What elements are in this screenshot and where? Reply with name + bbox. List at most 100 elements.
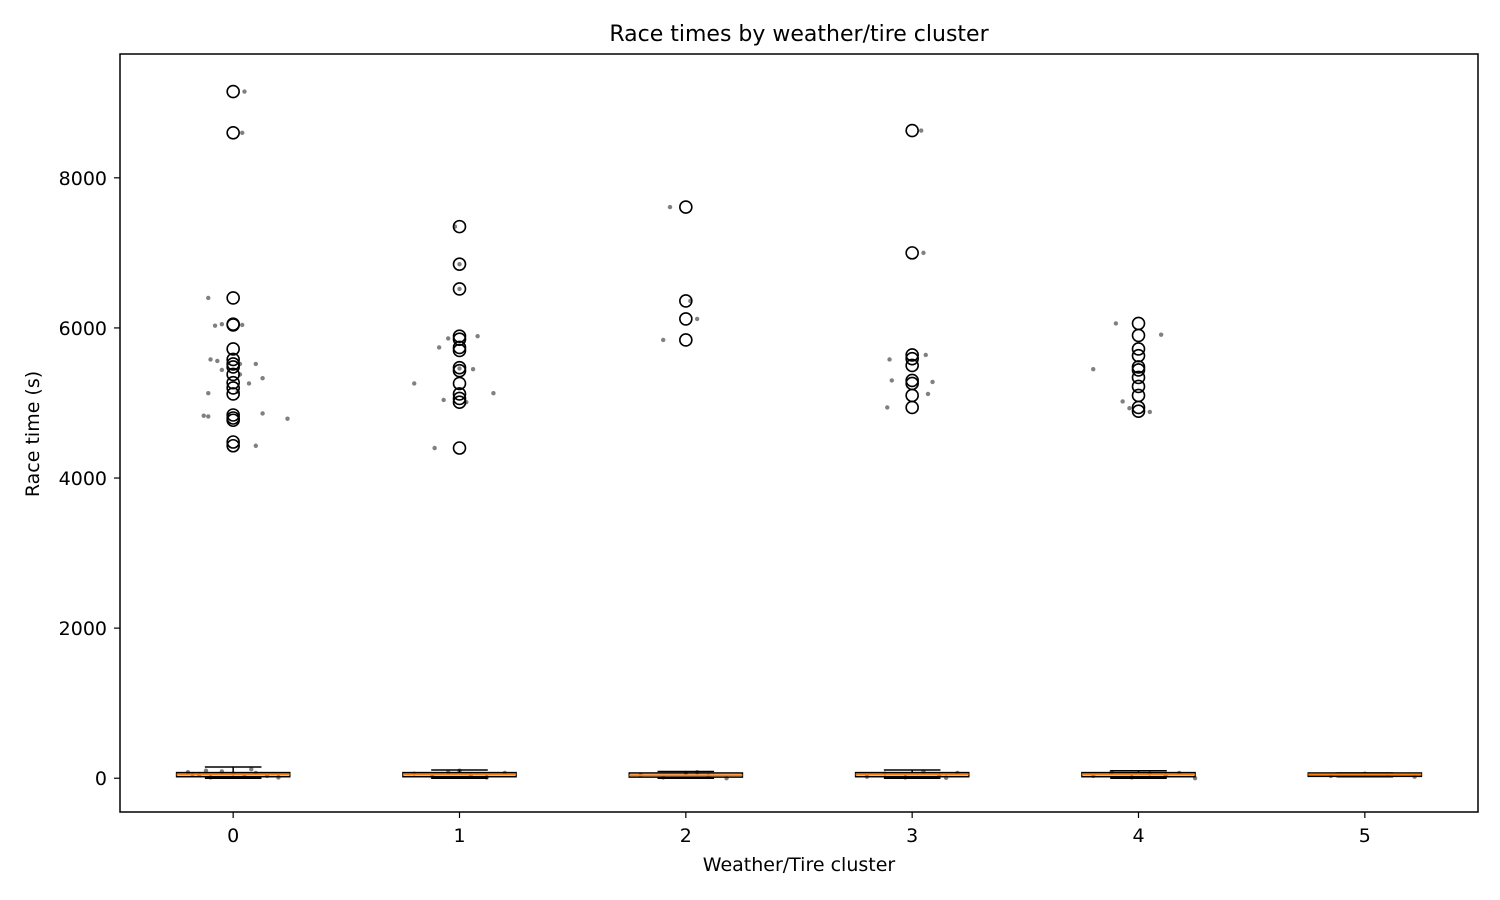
scatter-point (260, 376, 265, 381)
scatter-point (694, 770, 700, 775)
scatter-point (445, 336, 451, 341)
scatter-point (903, 775, 908, 780)
outlier-marker (1131, 404, 1146, 419)
scatter-point (249, 767, 254, 772)
outlier-marker (905, 348, 919, 362)
scatter-point (276, 775, 281, 780)
y-tick-label: 2000 (59, 618, 107, 640)
scatter-point (457, 366, 462, 371)
scatter-point (219, 367, 225, 373)
scatter-point (457, 286, 462, 292)
scatter-point (1127, 406, 1132, 411)
scatter-point (1129, 775, 1134, 780)
outlier-marker (226, 438, 240, 453)
outlier-marker (226, 387, 240, 401)
outlier-marker (679, 312, 693, 326)
outlier-marker (905, 358, 919, 373)
outlier-marker (226, 367, 240, 382)
scatter-point (921, 250, 926, 256)
outlier-marker (226, 352, 240, 367)
scatter-point (925, 391, 931, 397)
outlier-marker (1131, 328, 1146, 343)
scatter-point (885, 405, 890, 410)
scatter-point (475, 333, 480, 339)
scatter-point (1120, 399, 1125, 404)
y-tick-label: 4000 (59, 468, 107, 490)
scatter-point (1091, 367, 1096, 372)
outlier-marker (226, 318, 240, 332)
outlier-marker (226, 413, 240, 428)
x-tick-label: 1 (453, 825, 465, 847)
outlier-marker (452, 282, 467, 296)
scatter-point (432, 445, 437, 451)
x-tick-label: 0 (227, 825, 239, 847)
outlier-marker (452, 387, 467, 401)
scatter-point (203, 768, 209, 773)
outlier-marker (226, 84, 240, 99)
scatter-point (253, 443, 258, 448)
outlier-marker (679, 333, 693, 347)
outlier-marker (452, 343, 467, 358)
outlier-marker (679, 200, 693, 214)
scatter-point (470, 367, 476, 372)
scatter-point (436, 345, 442, 350)
scatter-point (240, 322, 245, 328)
scatter-point (694, 316, 700, 322)
y-tick-label: 0 (95, 768, 107, 790)
scatter-point (206, 414, 211, 419)
outlier-marker (452, 376, 467, 391)
outlier-marker (905, 351, 919, 366)
scatter-point (930, 379, 935, 385)
outlier-marker (1131, 342, 1146, 356)
scatter-point (219, 321, 225, 327)
scatter-point (208, 775, 213, 780)
scatter-point (484, 775, 489, 780)
scatter-point (1147, 409, 1153, 415)
scatter-point (491, 391, 496, 396)
scatter-point (887, 357, 892, 362)
outlier-marker (452, 257, 467, 271)
scatter-point (208, 357, 213, 362)
scatter-point (240, 130, 245, 136)
outlier-marker (452, 219, 467, 234)
outlier-marker (226, 360, 240, 374)
outlier-marker (226, 381, 240, 395)
outlier-marker (452, 441, 467, 455)
scatter-point (667, 204, 673, 210)
outlier-marker (226, 435, 240, 449)
chart-title: Race times by weather/tire cluster (609, 22, 989, 47)
scatter-point (242, 89, 247, 94)
outlier-marker (905, 123, 919, 138)
outlier-marker (1131, 363, 1146, 377)
plot-frame (119, 53, 1479, 813)
scatter-point (260, 411, 265, 416)
outlier-marker (1131, 400, 1146, 415)
scatter-point (215, 358, 220, 364)
outlier-marker (452, 395, 467, 410)
y-tick-label: 8000 (59, 168, 107, 190)
scatter-point (441, 397, 446, 403)
scatter-point (457, 261, 462, 267)
x-tick-label: 3 (906, 825, 918, 847)
x-axis-label: Weather/Tire cluster (703, 854, 896, 876)
scatter-point (1158, 332, 1164, 337)
outlier-marker (905, 246, 919, 260)
scatter-point (412, 381, 417, 386)
x-tick-label: 2 (680, 825, 692, 847)
scatter-point (201, 413, 206, 418)
outlier-marker (452, 391, 467, 406)
outlier-marker (905, 400, 919, 415)
outlier-marker (679, 294, 693, 308)
y-axis-label: Race time (s) (22, 371, 44, 497)
scatter-point (889, 378, 894, 383)
outlier-marker (226, 342, 240, 356)
scatter-point (212, 323, 218, 328)
plot-area (175, 84, 1423, 781)
x-tick-label: 4 (1132, 825, 1144, 847)
outlier-marker (1131, 370, 1146, 385)
y-tick-label: 6000 (59, 318, 107, 340)
scatter-point (206, 295, 211, 301)
scatter-point (923, 352, 928, 358)
